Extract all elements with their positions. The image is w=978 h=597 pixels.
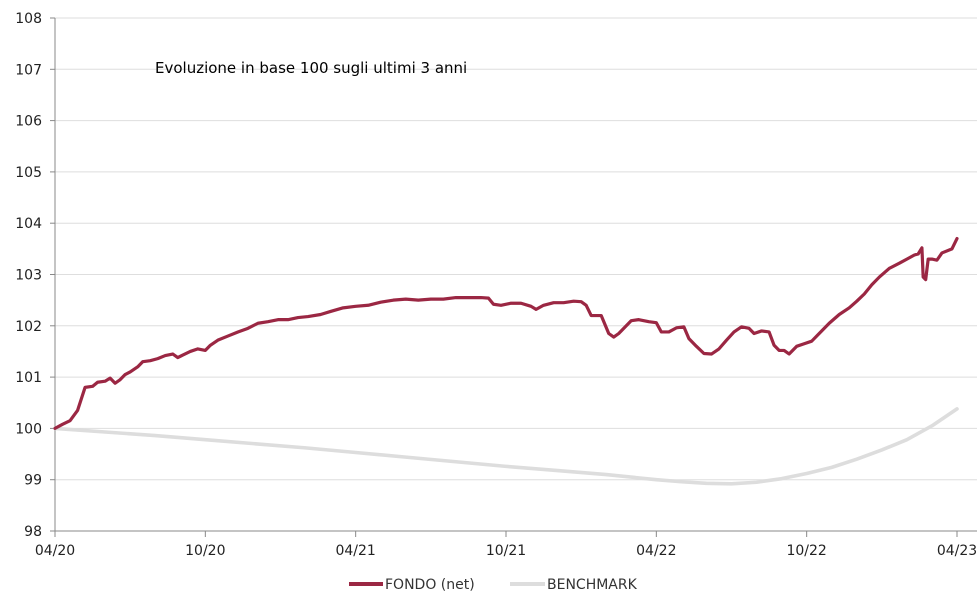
legend: FONDO (net) BENCHMARK — [349, 577, 638, 593]
y-tick-label: 106 — [15, 114, 42, 130]
series-line-fondo — [53, 236, 959, 430]
x-tick-label: 04/20 — [35, 543, 75, 559]
y-tick-label: 105 — [15, 165, 42, 181]
grid — [55, 17, 977, 481]
y-tick-label: 100 — [15, 421, 42, 437]
x-tick-label: 10/21 — [486, 543, 526, 559]
x-tick-label: 04/23 — [937, 543, 977, 559]
y-tick-label: 107 — [15, 62, 42, 78]
x-tick-label: 04/22 — [636, 543, 676, 559]
legend-label-fondo: FONDO (net) — [385, 577, 475, 593]
y-tick-label: 108 — [15, 11, 42, 27]
x-tick-label: 10/22 — [786, 543, 826, 559]
y-tick-label: 101 — [15, 370, 42, 386]
chart-title: Evoluzione in base 100 sugli ultimi 3 an… — [155, 59, 467, 77]
y-tick-label: 98 — [24, 524, 42, 540]
series-lines — [53, 236, 959, 486]
series-line-benchmark — [53, 407, 959, 486]
y-tick-label: 103 — [15, 268, 42, 284]
y-tick-label: 102 — [15, 319, 42, 335]
axes: 98 99 100 101 102 103 104 105 106 107 108 04/20 10/2… — [15, 11, 977, 559]
legend-label-benchmark: BENCHMARK — [547, 577, 638, 593]
y-tick-label: 104 — [15, 216, 42, 232]
x-tick-label: 04/21 — [335, 543, 375, 559]
y-tick-label: 99 — [24, 473, 42, 489]
x-tick-label: 10/20 — [185, 543, 225, 559]
